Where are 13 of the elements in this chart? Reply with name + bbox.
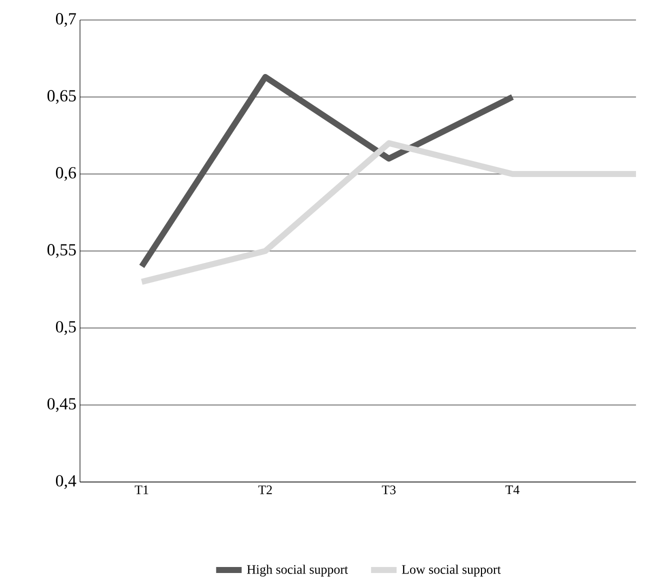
- y-tick-label: 0,7: [56, 13, 76, 27]
- y-tick-label: 0,55: [47, 244, 76, 258]
- x-tick-label: T1: [134, 486, 148, 494]
- y-tick-label: 0,45: [47, 398, 76, 412]
- y-tick-label: 0,65: [47, 90, 76, 104]
- y-tick-label: 0,4: [56, 475, 76, 489]
- legend-label: Low social support: [402, 564, 501, 576]
- x-tick-label: T3: [382, 486, 396, 494]
- x-tick-label: T2: [258, 486, 272, 494]
- y-tick-label: 0,6: [56, 167, 76, 181]
- legend-label: High social support: [247, 564, 348, 577]
- x-tick-label: T4: [505, 486, 520, 494]
- y-tick-label: 0,5: [56, 321, 76, 335]
